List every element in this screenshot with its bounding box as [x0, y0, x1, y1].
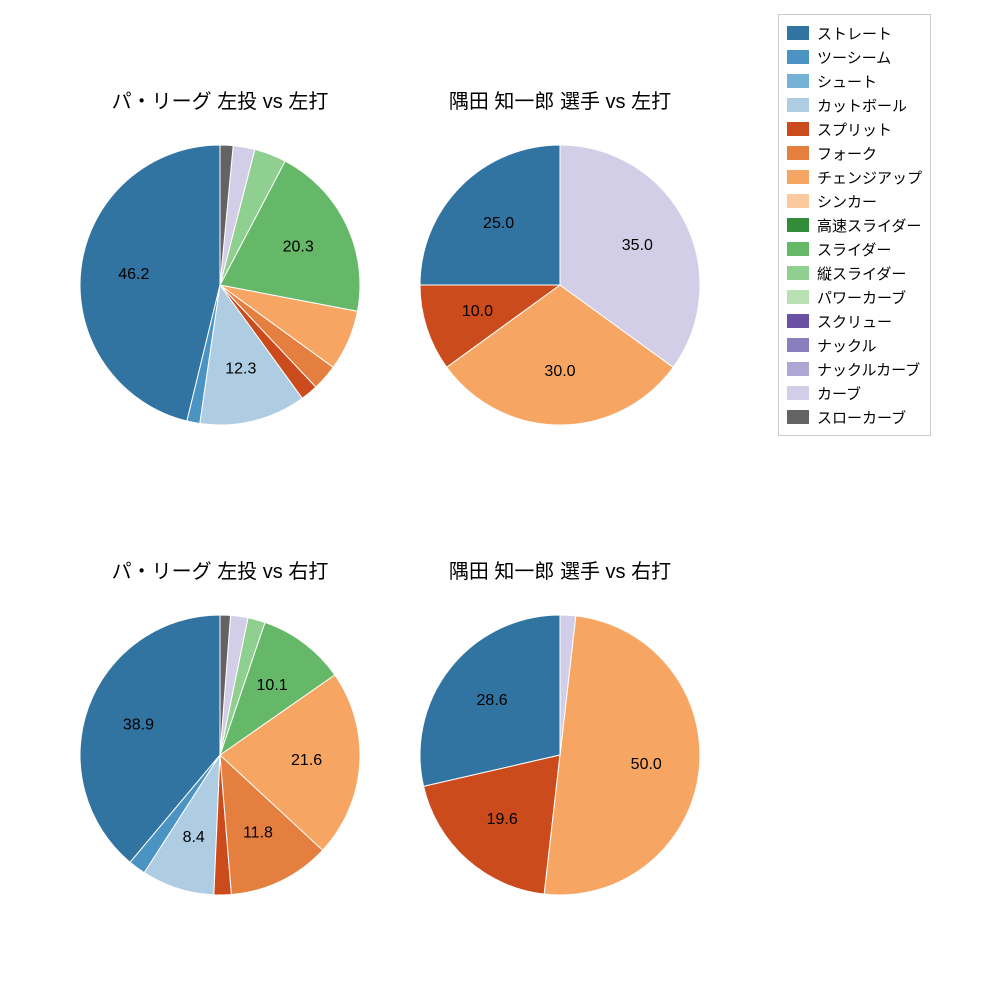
legend-item-fork: フォーク: [787, 141, 922, 165]
legend-label: 高速スライダー: [817, 215, 921, 236]
legend-swatch: [787, 338, 809, 352]
legend-label: スライダー: [817, 239, 891, 260]
legend-item-split: スプリット: [787, 117, 922, 141]
legend-item-slow_curve: スローカーブ: [787, 405, 922, 429]
legend-swatch: [787, 242, 809, 256]
pie-slice-label: 38.9: [123, 717, 154, 734]
legend-swatch: [787, 290, 809, 304]
legend-label: チェンジアップ: [817, 167, 922, 188]
legend: ストレートツーシームシュートカットボールスプリットフォークチェンジアップシンカー…: [778, 14, 931, 436]
legend-swatch: [787, 194, 809, 208]
legend-label: フォーク: [817, 143, 877, 164]
legend-swatch: [787, 122, 809, 136]
legend-swatch: [787, 266, 809, 280]
legend-item-fast_slider: 高速スライダー: [787, 213, 922, 237]
pie-sumida_vs_lhb: 25.0 10.0 30.0 35.0: [400, 125, 720, 445]
pie-pa_lhp_vs_rhb: 38.9 8.4 11.8 21.6 10.1: [60, 595, 380, 915]
legend-swatch: [787, 98, 809, 112]
pie-slice-label: 50.0: [631, 756, 662, 773]
legend-item-straight: ストレート: [787, 21, 922, 45]
legend-item-knuckle: ナックル: [787, 333, 922, 357]
chart-title: 隅田 知一郎 選手 vs 右打: [360, 555, 760, 584]
legend-swatch: [787, 146, 809, 160]
legend-swatch: [787, 362, 809, 376]
legend-label: スローカーブ: [817, 407, 906, 428]
legend-swatch: [787, 74, 809, 88]
legend-item-twoseam: ツーシーム: [787, 45, 922, 69]
legend-item-sinker: シンカー: [787, 189, 922, 213]
legend-item-cut: カットボール: [787, 93, 922, 117]
pie-slice-label: 25.0: [483, 215, 514, 232]
pie-sumida_vs_rhb: 28.6 19.6 50.0: [400, 595, 720, 915]
legend-swatch: [787, 218, 809, 232]
pie-slice-label: 30.0: [544, 363, 575, 380]
legend-label: ナックル: [817, 335, 877, 356]
legend-label: カットボール: [817, 95, 907, 116]
pie-slice-label: 21.6: [291, 752, 322, 769]
legend-swatch: [787, 314, 809, 328]
chart-title: 隅田 知一郎 選手 vs 左打: [360, 85, 760, 114]
legend-label: 縦スライダー: [817, 263, 906, 284]
legend-item-shoot: シュート: [787, 69, 922, 93]
pie-slice-label: 10.1: [257, 677, 288, 694]
legend-label: シュート: [817, 71, 877, 92]
pie-slice-label: 46.2: [118, 266, 149, 283]
figure: ストレートツーシームシュートカットボールスプリットフォークチェンジアップシンカー…: [0, 0, 1000, 1000]
legend-swatch: [787, 170, 809, 184]
pie-slice-label: 12.3: [225, 360, 256, 377]
pie-slice-label: 8.4: [183, 829, 205, 846]
legend-label: カーブ: [817, 383, 861, 404]
pie-slice-label: 35.0: [622, 237, 653, 254]
legend-item-v_slider: 縦スライダー: [787, 261, 922, 285]
legend-label: シンカー: [817, 191, 877, 212]
legend-item-curve: カーブ: [787, 381, 922, 405]
legend-label: ナックルカーブ: [817, 359, 920, 380]
legend-item-screw: スクリュー: [787, 309, 922, 333]
legend-item-knuckle_curve: ナックルカーブ: [787, 357, 922, 381]
legend-swatch: [787, 26, 809, 40]
pie-slice-label: 20.3: [283, 239, 314, 256]
legend-label: パワーカーブ: [817, 287, 906, 308]
pie-slice-label: 10.0: [462, 303, 493, 320]
legend-label: ストレート: [817, 23, 892, 44]
legend-label: スクリュー: [817, 311, 892, 332]
legend-item-change: チェンジアップ: [787, 165, 922, 189]
pie-slice-label: 28.6: [477, 692, 508, 709]
pie-slice-label: 19.6: [487, 811, 518, 828]
pie-slice-label: 11.8: [243, 824, 273, 841]
legend-item-slider: スライダー: [787, 237, 922, 261]
legend-swatch: [787, 50, 809, 64]
legend-swatch: [787, 410, 809, 424]
legend-label: ツーシーム: [817, 47, 891, 68]
legend-swatch: [787, 386, 809, 400]
legend-item-power_curve: パワーカーブ: [787, 285, 922, 309]
legend-label: スプリット: [817, 119, 892, 140]
pie-pa_lhp_vs_lhb: 46.2 12.3 20.3: [60, 125, 380, 445]
